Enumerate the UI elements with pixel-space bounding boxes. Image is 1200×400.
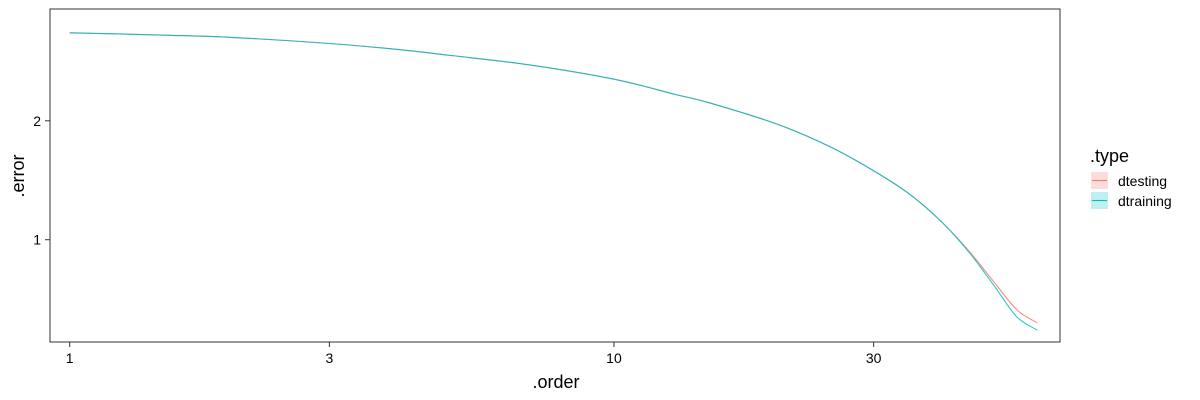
x-tick-label: 10 — [606, 350, 622, 366]
y-tick-label: 2 — [33, 113, 41, 129]
x-axis-title: .order — [532, 372, 579, 392]
legend: .type dtesting dtraining — [1090, 146, 1172, 209]
plot-panel — [49, 8, 1061, 343]
legend-label-dtesting: dtesting — [1118, 173, 1167, 189]
y-axis-title: .error — [8, 154, 28, 197]
x-tick-label: 1 — [66, 350, 74, 366]
x-tick-label: 3 — [325, 350, 333, 366]
series-layer — [69, 32, 1038, 331]
series-line-dtraining — [69, 32, 1038, 331]
x-axis: 1 3 10 30 — [66, 342, 882, 366]
legend-title: .type — [1090, 146, 1129, 166]
y-axis: 12 — [33, 113, 50, 248]
legend-label-dtraining: dtraining — [1118, 193, 1172, 209]
x-tick-label: 30 — [866, 350, 882, 366]
y-tick-label: 1 — [33, 232, 41, 248]
